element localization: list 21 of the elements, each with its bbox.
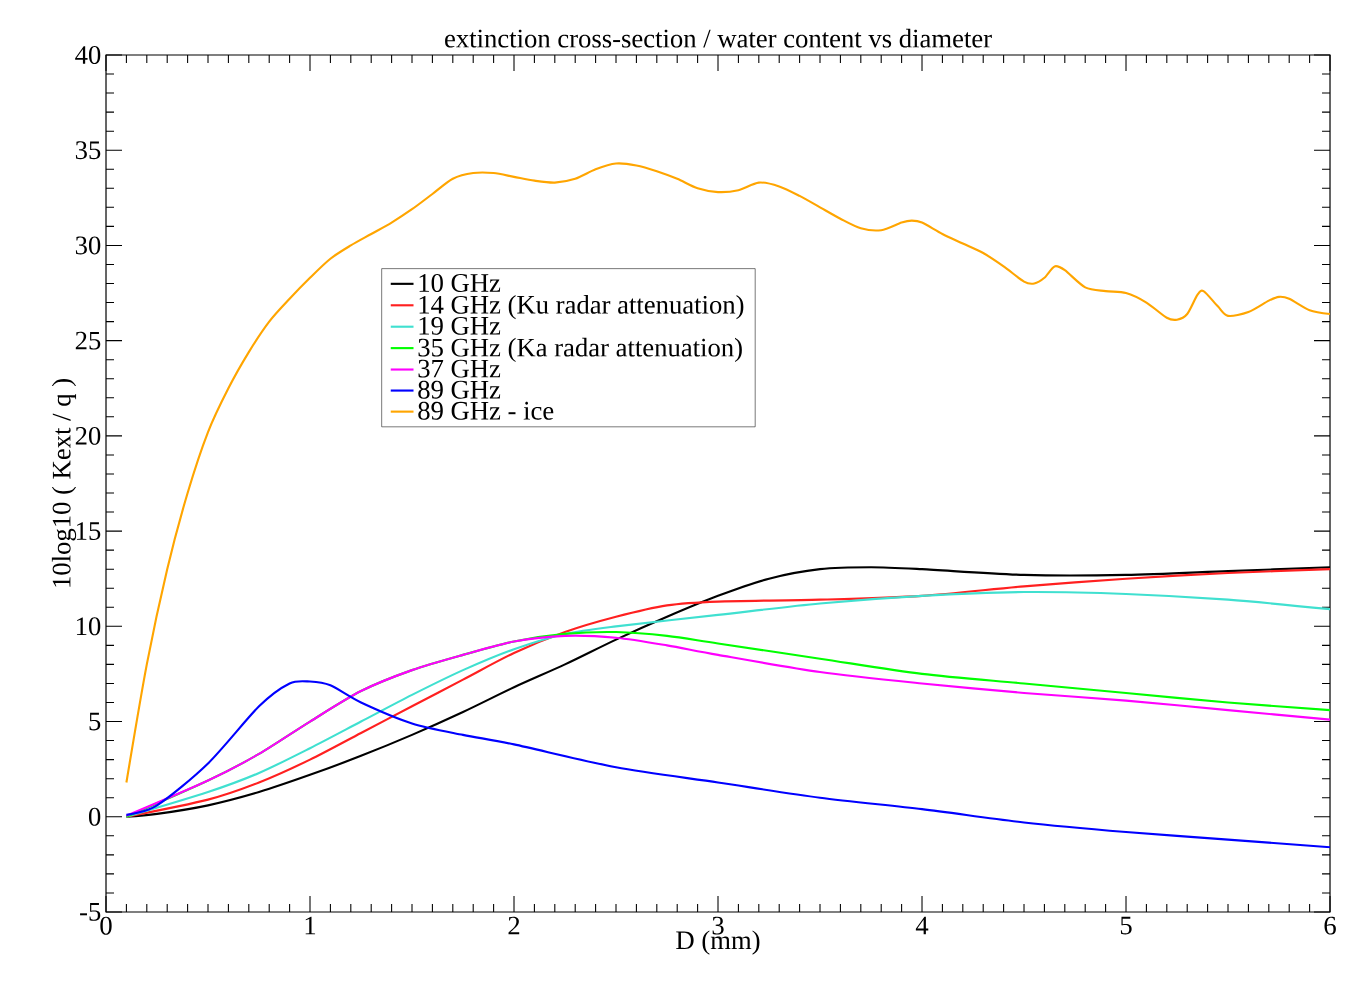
- y-tick-label: 15: [76, 522, 101, 541]
- legend-label: 89 GHz: [418, 380, 501, 399]
- x-tick-label: 4: [915, 916, 929, 935]
- chart-title: extinction cross-section / water content vs diameter: [445, 28, 992, 48]
- line-series: [125, 162, 1331, 784]
- legend-label: 89 GHz - ice: [418, 401, 554, 420]
- line-series: [125, 680, 1331, 849]
- y-tick-label: 30: [75, 236, 101, 255]
- y-tick-label: 5: [89, 712, 101, 731]
- y-tick-label: 0: [88, 807, 101, 826]
- x-tick-label: 2: [508, 916, 520, 935]
- y-tick-label: 20: [75, 426, 101, 445]
- x-tick-label: 6: [1324, 916, 1336, 935]
- legend-label: 10 GHz: [419, 273, 501, 292]
- x-tick-label: 5: [1120, 916, 1132, 935]
- y-tick-label: -5: [80, 903, 101, 921]
- y-tick-label: 40: [75, 45, 101, 64]
- y-tick-label: 35: [75, 141, 101, 160]
- x-tick-label: 1: [305, 916, 316, 935]
- y-tick-label: 10: [76, 617, 101, 636]
- y-tick-label: 25: [75, 331, 101, 350]
